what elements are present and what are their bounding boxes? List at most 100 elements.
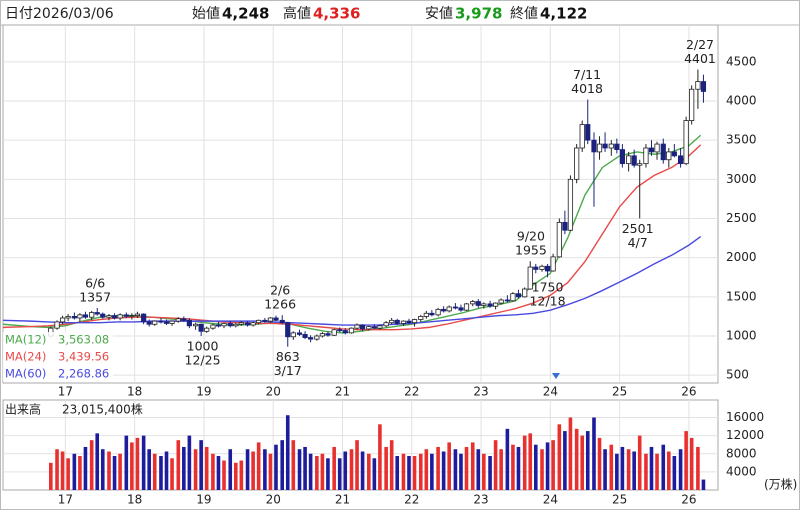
volume-bar xyxy=(239,460,244,490)
candle-body xyxy=(348,327,355,334)
volume-bar xyxy=(412,456,417,490)
volume-bar xyxy=(499,449,503,490)
candle-body xyxy=(695,81,701,90)
candle-body xyxy=(418,316,424,320)
volume-bar xyxy=(418,453,423,490)
x-tick-label: 20 xyxy=(266,385,281,399)
high-date: 7/11 xyxy=(573,67,601,82)
volume-bar xyxy=(204,446,209,490)
x-tick-label: 18 xyxy=(127,493,142,507)
high-value: 4018 xyxy=(571,81,603,96)
low-date: 4/7 xyxy=(628,235,648,250)
candle-body xyxy=(602,143,608,149)
x-tick-label: 23 xyxy=(473,385,488,399)
candle-body xyxy=(233,323,239,327)
volume-bar xyxy=(488,456,492,490)
volume-bar xyxy=(228,449,233,490)
field-value: 4,122 xyxy=(540,5,587,23)
candle-body xyxy=(152,320,158,325)
volume-bar xyxy=(678,449,683,490)
volume-bar xyxy=(135,437,140,490)
y-tick-label: 1500 xyxy=(726,289,757,303)
volume-bar xyxy=(701,479,706,490)
volume-bar xyxy=(378,424,382,490)
x-tick-label: 23 xyxy=(473,493,488,507)
high-date: 2/6 xyxy=(270,283,290,298)
candle-body xyxy=(65,316,71,319)
ma-legend xyxy=(3,332,113,382)
candle-body xyxy=(337,329,343,332)
volume-bar xyxy=(505,428,510,490)
volume-bar xyxy=(100,449,105,490)
candle-body xyxy=(510,293,516,302)
volume-bar xyxy=(661,444,666,490)
candle-body xyxy=(59,317,66,323)
volume-bar xyxy=(285,415,290,490)
volume-bar xyxy=(441,451,446,490)
volume-bar xyxy=(118,453,122,490)
candle-body xyxy=(129,315,135,318)
candle-body xyxy=(677,155,684,165)
candle-body xyxy=(515,293,522,298)
volume-bar xyxy=(308,453,313,490)
volume-bar xyxy=(268,453,273,490)
volume-bar xyxy=(447,442,451,490)
volume-bar xyxy=(337,458,342,490)
field-value: 4,336 xyxy=(313,5,360,23)
candle-body xyxy=(400,320,407,324)
x-tick-label: 17 xyxy=(58,493,73,507)
volume-bar xyxy=(626,449,631,490)
candle-body xyxy=(441,308,447,312)
volume-bar xyxy=(367,453,371,490)
candle-body xyxy=(163,321,170,324)
high-value: 1266 xyxy=(264,297,296,312)
volume-bar xyxy=(453,449,458,490)
volume-bar xyxy=(609,444,614,490)
y-tick-label: 2500 xyxy=(726,211,757,225)
candle-body xyxy=(89,312,95,318)
candle-body xyxy=(475,301,481,306)
candle-body xyxy=(683,120,689,165)
volume-bar xyxy=(372,458,377,490)
volume-bar xyxy=(615,453,619,490)
candle-body xyxy=(700,81,707,92)
volume-bar xyxy=(696,446,700,490)
candle-body xyxy=(302,334,308,338)
candle-body xyxy=(614,143,620,150)
candle-body xyxy=(567,178,574,231)
volume-bar xyxy=(211,453,215,490)
high-date: 6/6 xyxy=(85,276,105,291)
candle-body xyxy=(331,329,337,336)
volume-bar xyxy=(124,435,129,490)
high-value: 1357 xyxy=(79,290,111,305)
volume-bar xyxy=(170,458,174,490)
volume-bar xyxy=(164,451,169,490)
volume-bar xyxy=(320,453,325,490)
low-value: 1000 xyxy=(187,338,219,353)
volume-bar xyxy=(568,417,573,490)
y-tick-label: 2000 xyxy=(726,250,757,264)
volume-bar xyxy=(459,453,463,490)
candle-body xyxy=(671,151,677,157)
volume-bar xyxy=(326,458,330,490)
labels: 500 1000 1500 2000 2500 3000 3500 4000 4500 4000 8… xyxy=(58,37,764,506)
volume-bar xyxy=(632,451,636,490)
moving-average xyxy=(2,144,702,331)
volume-bar xyxy=(637,435,642,490)
volume-bar xyxy=(182,446,186,490)
volume-bar xyxy=(332,446,336,490)
volume-bar xyxy=(430,453,434,490)
volume-bar xyxy=(233,462,238,490)
candle-body xyxy=(406,320,412,324)
candle-body xyxy=(244,322,251,326)
candle-body xyxy=(596,143,603,153)
volume-bar xyxy=(245,449,250,490)
candle-body xyxy=(371,326,377,329)
volume-tick-label: 8000 xyxy=(726,446,757,460)
candle-body xyxy=(186,319,192,327)
legend-items: MA(12) 3,563.08 MA(24) 3,439.56 MA(60) 2,268.… xyxy=(5,333,109,381)
candle-body xyxy=(429,312,435,316)
volume-bar xyxy=(655,453,659,490)
candle-body xyxy=(296,332,303,335)
